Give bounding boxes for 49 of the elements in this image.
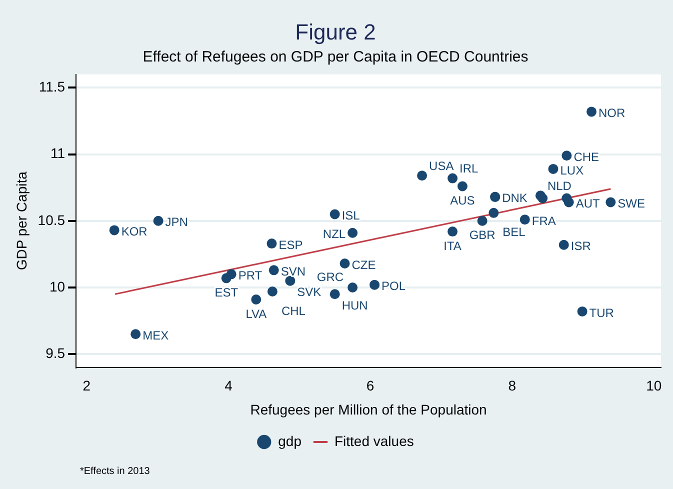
x-tick-label: 2 xyxy=(82,378,91,394)
x-tick-label: 8 xyxy=(508,378,516,394)
annotation: SVK xyxy=(297,285,322,300)
annotation: MEX xyxy=(142,328,169,342)
annotation: POL xyxy=(382,279,406,294)
annotation: FRA xyxy=(532,214,556,228)
annotation: BEL xyxy=(502,225,526,240)
annotation: IRL xyxy=(460,162,479,176)
annotation: HUN xyxy=(342,298,368,312)
y-tick-label: 11 xyxy=(50,145,66,162)
annotation: TUR xyxy=(589,306,614,320)
y-axis-title: GDP per Capita xyxy=(13,171,30,270)
annotation: AUT xyxy=(576,196,600,211)
x-axis-title: Refugees per Million of the Population xyxy=(250,401,487,418)
annotation: AUS xyxy=(450,194,475,208)
annotation: ESP xyxy=(278,238,303,252)
y-tick-label: 10 xyxy=(49,278,66,294)
annotation: ISR xyxy=(570,239,592,254)
chart-subtitle: Effect of Refugees on GDP per Capita in OECD Countries xyxy=(142,48,528,66)
annotation: GBR xyxy=(469,228,496,242)
legend-label: gdp xyxy=(278,432,302,449)
annotation: NZL xyxy=(322,227,346,242)
annotation: KOR xyxy=(121,224,148,239)
x-tick-label: 6 xyxy=(366,378,374,394)
annotation: DNK xyxy=(502,191,528,206)
annotation: ITA xyxy=(444,238,462,253)
annotation: EST xyxy=(214,285,239,300)
y-tick-label: 11.5 xyxy=(38,78,66,95)
y-tick-label: 10.5 xyxy=(38,212,66,228)
annotation: GRC xyxy=(316,270,344,284)
legend-label: Fitted values xyxy=(334,432,414,449)
annotation: CZE xyxy=(352,258,376,272)
annotation: USA xyxy=(429,158,454,173)
annotation: PRT xyxy=(238,268,263,282)
text: *Effects in 2013 xyxy=(80,466,150,477)
annotation: LUX xyxy=(560,163,584,178)
y-tick-label: 9.5 xyxy=(46,344,66,361)
x-tick-label: 4 xyxy=(224,378,233,394)
chart-title: Figure 2 xyxy=(295,19,376,44)
annotation: CHL xyxy=(281,304,306,318)
annotation: NLD xyxy=(547,178,572,193)
annotation: ISL xyxy=(342,208,360,223)
annotation: SWE xyxy=(618,196,645,211)
annotation: SVN xyxy=(280,264,306,278)
annotation: CHE xyxy=(574,150,600,164)
annotation: NOR xyxy=(598,106,626,120)
annotation: JPN xyxy=(165,215,188,230)
x-tick-label: 10 xyxy=(646,378,662,394)
annotation: LVA xyxy=(246,306,267,321)
